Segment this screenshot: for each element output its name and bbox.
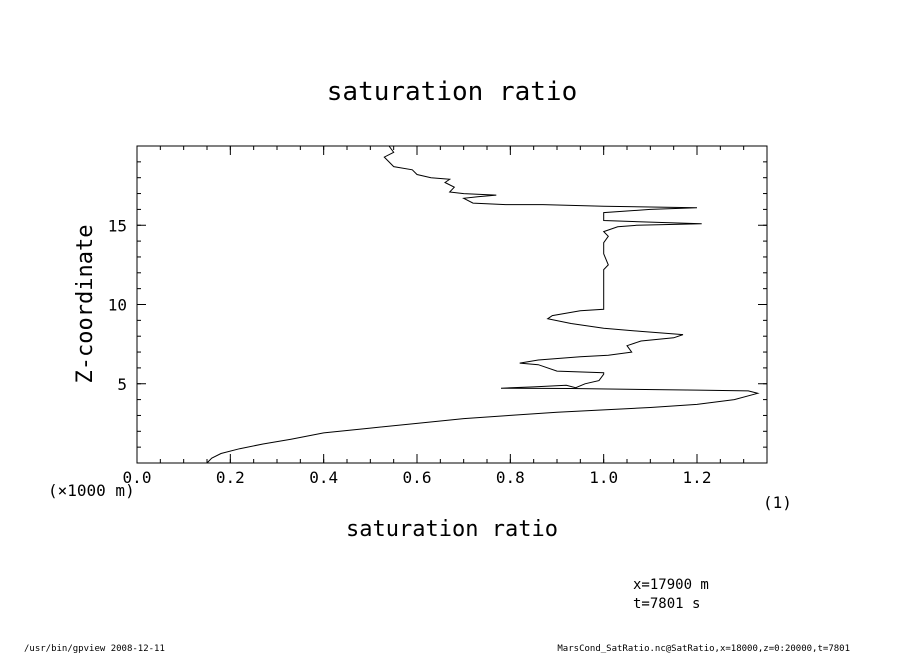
x-tick-label: 0.6 — [403, 468, 432, 487]
x-tick-label: 1.0 — [589, 468, 618, 487]
plot-area: 0.0 0.2 0.4 0.6 0.8 1.0 1.2 5 10 15 — [108, 145, 768, 487]
x-tick-label: 0.8 — [496, 468, 525, 487]
y-axis-label: Z-coordinate — [73, 225, 98, 384]
footer-left: /usr/bin/gpview 2008-12-11 — [24, 644, 165, 654]
y-tick-label: 15 — [108, 216, 127, 235]
y-tick-labels: 5 10 15 — [108, 216, 127, 394]
plot-frame — [136, 145, 768, 464]
x-axis-label: saturation ratio — [346, 517, 558, 542]
footer-right: MarsCond_SatRatio.nc@SatRatio,x=18000,z=… — [557, 644, 850, 654]
chart-title: saturation ratio — [327, 77, 577, 107]
x-position-note: x=17900 m — [633, 577, 709, 593]
y-unit-label: (×1000 m) — [48, 481, 135, 500]
minor-ticks — [136, 145, 768, 464]
y-tick-label: 10 — [108, 296, 127, 315]
x-tick-label: 0.2 — [216, 468, 245, 487]
x-tick-label: 0.4 — [309, 468, 338, 487]
y-tick-label: 5 — [117, 375, 127, 394]
major-ticks — [136, 146, 767, 463]
x-tick-labels: 0.0 0.2 0.4 0.6 0.8 1.0 1.2 — [123, 468, 712, 487]
series-line-saturation-ratio — [206, 145, 760, 464]
x-tick-label: 1.2 — [683, 468, 712, 487]
x-unit-label: (1) — [763, 493, 792, 512]
x-tick-label: 0.0 — [123, 468, 152, 487]
time-note: t=7801 s — [633, 596, 700, 612]
